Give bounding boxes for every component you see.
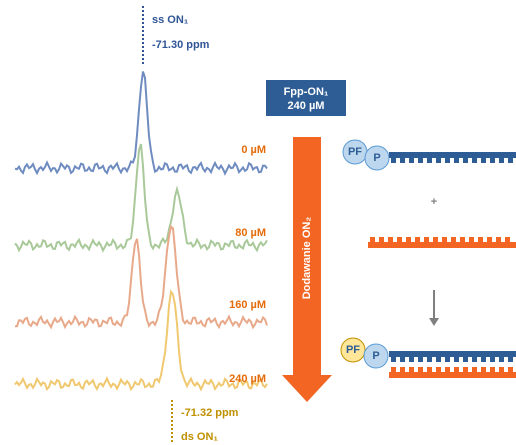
strand-base: [409, 158, 414, 163]
strand-base: [442, 237, 447, 242]
strand-base: [454, 158, 459, 163]
strand-base: [433, 237, 438, 242]
spectra: [15, 72, 267, 390]
strand-base: [487, 237, 492, 242]
strand-base: [445, 367, 450, 372]
reaction-arrow-head: [429, 318, 439, 326]
strand-base: [454, 357, 459, 362]
strand-base: [463, 357, 468, 362]
strand-base: [499, 357, 504, 362]
concentration-label: 80 µM: [235, 227, 266, 239]
spectrum-trace: [15, 72, 267, 174]
strand-base: [436, 158, 441, 163]
strand-base: [400, 158, 405, 163]
strand-base: [481, 158, 486, 163]
strand-base: [490, 367, 495, 372]
strand-base: [490, 357, 495, 362]
strand-base: [478, 237, 483, 242]
strand-base: [397, 237, 402, 242]
strand-base: [445, 158, 450, 163]
strand-base: [418, 367, 423, 372]
concentration-label: 0 µM: [241, 144, 266, 156]
strand-base: [472, 357, 477, 362]
peak-shift: -71.30 ppm: [152, 39, 210, 51]
strand-base: [406, 237, 411, 242]
strand-base: [391, 367, 396, 372]
strand-base: [463, 158, 468, 163]
peak-label: ss ON₁: [152, 14, 189, 26]
strand-base: [451, 237, 456, 242]
strand-base: [415, 237, 420, 242]
strand-base: [469, 237, 474, 242]
strand-base: [481, 367, 486, 372]
strand: [389, 372, 516, 378]
strand-base: [391, 357, 396, 362]
spectrum-trace: [15, 227, 267, 328]
strand-base: [508, 158, 513, 163]
arrow-label: Dodawanie ON₂: [301, 217, 313, 300]
strand-base: [454, 367, 459, 372]
strand-base: [499, 158, 504, 163]
concentration-label: 160 µM: [229, 299, 266, 311]
strand-base: [409, 357, 414, 362]
strand-base: [400, 357, 405, 362]
strand-base: [370, 237, 375, 242]
strand-base: [481, 357, 486, 362]
reagent-concentration: 240 µM: [288, 100, 325, 112]
strand-base: [472, 367, 477, 372]
strand-base: [379, 237, 384, 242]
strand-base: [499, 367, 504, 372]
strand-base: [472, 158, 477, 163]
strand-base: [508, 367, 513, 372]
spectrum-trace: [15, 144, 267, 250]
peak-shift: -71.32 ppm: [181, 407, 239, 419]
strand-base: [391, 158, 396, 163]
scheme: PF P + PF P: [341, 140, 516, 378]
concentration-label: 240 µM: [229, 373, 266, 385]
strand-base: [490, 158, 495, 163]
strand-base: [388, 237, 393, 242]
strand-base: [436, 357, 441, 362]
strand: [389, 152, 516, 158]
strand-base: [424, 237, 429, 242]
reagent-name: Fpp-ON₁: [284, 86, 329, 98]
strand-base: [427, 158, 432, 163]
probe-label: P: [372, 350, 379, 362]
figure: ss ON₁ -71.30 ppm -71.32 ppm ds ON₁ 0 µM…: [0, 0, 516, 445]
strand-base: [460, 237, 465, 242]
strand-base: [418, 158, 423, 163]
strand-base: [508, 357, 513, 362]
plus: +: [431, 196, 437, 208]
fluorophore-label: PF: [348, 146, 362, 158]
strand-base: [418, 357, 423, 362]
strand-base: [427, 357, 432, 362]
strand-base: [505, 237, 510, 242]
strand-base: [400, 367, 405, 372]
strand-base: [445, 357, 450, 362]
strand-base: [436, 367, 441, 372]
strand: [368, 242, 516, 248]
peak-label: ds ON₁: [181, 431, 218, 443]
strand-base: [463, 367, 468, 372]
strand-base: [409, 367, 414, 372]
strand: [389, 351, 516, 357]
strand-base: [427, 367, 432, 372]
probe-label: P: [373, 152, 380, 164]
strand-base: [496, 237, 501, 242]
fluorophore-label: PF: [346, 344, 360, 356]
